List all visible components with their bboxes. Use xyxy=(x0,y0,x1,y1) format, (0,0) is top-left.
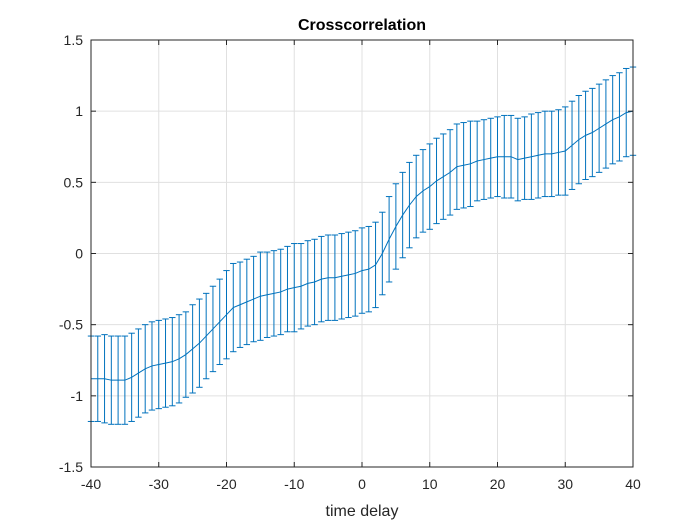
x-tick-label: -30 xyxy=(149,476,169,492)
x-tick-label: -10 xyxy=(284,476,304,492)
x-tick-label: 20 xyxy=(490,476,506,492)
y-tick-label: -1 xyxy=(71,388,84,404)
chart-title: Crosscorrelation xyxy=(298,17,426,34)
y-tick-label: 1 xyxy=(75,103,83,119)
x-tick-label: -40 xyxy=(81,476,101,492)
y-tick-label: 0 xyxy=(75,246,83,262)
x-axis-label: time delay xyxy=(326,503,399,520)
y-tick-label: -1.5 xyxy=(59,459,83,475)
y-tick-label: -0.5 xyxy=(59,317,83,333)
data-series xyxy=(87,66,637,425)
x-tick-label: 40 xyxy=(625,476,641,492)
y-tick-label: 0.5 xyxy=(64,174,84,190)
y-tick-label: 1.5 xyxy=(64,32,84,48)
series-line xyxy=(91,110,634,381)
x-tick-label: 10 xyxy=(422,476,438,492)
x-tick-label: -20 xyxy=(216,476,236,492)
axis-ticks: -40 -30 -20 -10 0 10 20 30 40 -1.5 -1 -0.5 0 0.5 1 1.5 xyxy=(59,32,641,492)
x-tick-label: 0 xyxy=(358,476,366,492)
x-tick-label: 30 xyxy=(557,476,573,492)
